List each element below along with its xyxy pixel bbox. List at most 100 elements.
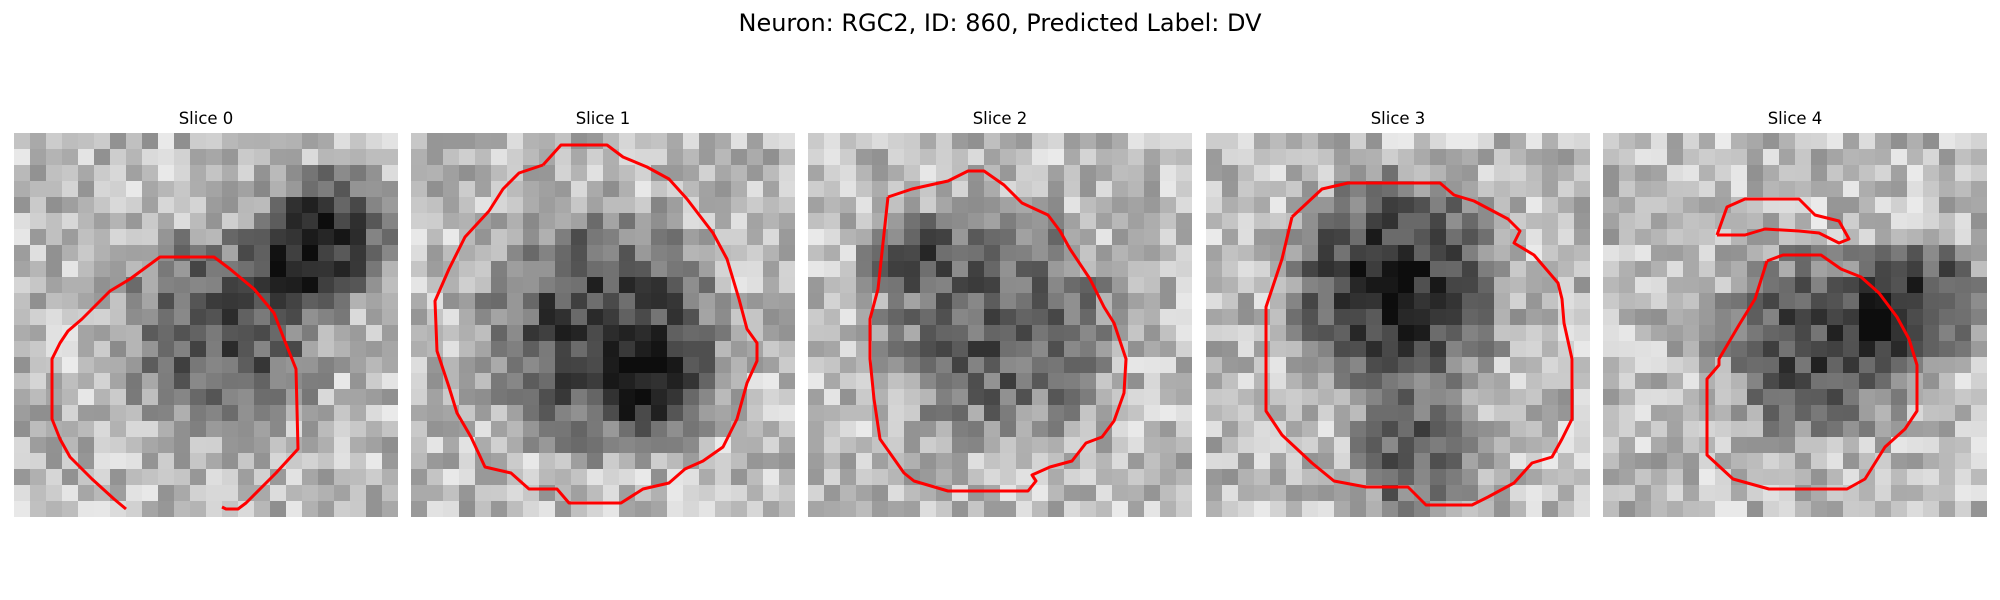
- pixel: [1651, 229, 1667, 245]
- pixel: [286, 277, 302, 293]
- pixel: [1763, 165, 1779, 181]
- pixel: [459, 341, 475, 357]
- pixel: [286, 437, 302, 453]
- pixel: [1048, 421, 1064, 437]
- pixel: [1891, 485, 1907, 501]
- pixel: [872, 133, 888, 149]
- pixel: [1939, 181, 1955, 197]
- pixel: [1016, 453, 1032, 469]
- pixel: [635, 373, 651, 389]
- pixel: [1939, 277, 1955, 293]
- pixel: [808, 293, 824, 309]
- pixel: [14, 437, 30, 453]
- pixel: [824, 229, 840, 245]
- pixel: [110, 357, 126, 373]
- pixel: [952, 133, 968, 149]
- pixel: [904, 357, 920, 373]
- pixel: [1827, 325, 1843, 341]
- pixel: [1398, 277, 1414, 293]
- pixel: [78, 261, 94, 277]
- pixel: [302, 245, 318, 261]
- pixel: [1430, 341, 1446, 357]
- pixel: [1238, 373, 1254, 389]
- pixel: [318, 469, 334, 485]
- pixel: [174, 197, 190, 213]
- pixel: [1080, 309, 1096, 325]
- pixel: [1542, 133, 1558, 149]
- pixel: [1016, 325, 1032, 341]
- pixel: [366, 469, 382, 485]
- pixel: [1096, 245, 1112, 261]
- pixel: [350, 357, 366, 373]
- pixel: [683, 389, 699, 405]
- pixel: [94, 165, 110, 181]
- pixel: [1414, 277, 1430, 293]
- pixel: [174, 485, 190, 501]
- pixel: [715, 341, 731, 357]
- pixel: [539, 165, 555, 181]
- pixel: [779, 261, 795, 277]
- slice-panel-1: Slice 1: [411, 108, 795, 517]
- pixel: [174, 421, 190, 437]
- pixel: [1510, 181, 1526, 197]
- pixel: [1731, 437, 1747, 453]
- pixel: [763, 453, 779, 469]
- pixel: [142, 245, 158, 261]
- pixel: [1811, 325, 1827, 341]
- pixel: [1619, 181, 1635, 197]
- pixel: [1128, 133, 1144, 149]
- pixel: [238, 181, 254, 197]
- pixel: [840, 501, 856, 517]
- pixel: [1827, 277, 1843, 293]
- pixel: [1667, 149, 1683, 165]
- pixel: [443, 181, 459, 197]
- pixel: [571, 261, 587, 277]
- pixel: [571, 421, 587, 437]
- pixel: [1795, 357, 1811, 373]
- pixel: [94, 133, 110, 149]
- pixel: [555, 293, 571, 309]
- pixel: [126, 309, 142, 325]
- pixel: [1542, 325, 1558, 341]
- pixel: [270, 245, 286, 261]
- pixel: [507, 197, 523, 213]
- pixel: [1619, 133, 1635, 149]
- pixel: [1683, 213, 1699, 229]
- pixel: [1651, 325, 1667, 341]
- pixel: [824, 261, 840, 277]
- pixel: [1667, 309, 1683, 325]
- pixel: [1891, 341, 1907, 357]
- pixel: [763, 501, 779, 517]
- pixel: [1016, 165, 1032, 181]
- pixel: [1446, 309, 1462, 325]
- pixel: [603, 213, 619, 229]
- pixel: [699, 133, 715, 149]
- pixel: [763, 277, 779, 293]
- pixel: [1542, 357, 1558, 373]
- pixel: [808, 341, 824, 357]
- pixel: [1971, 469, 1987, 485]
- pixel: [110, 293, 126, 309]
- pixel: [1923, 213, 1939, 229]
- pixel: [920, 405, 936, 421]
- pixel: [1699, 469, 1715, 485]
- pixel: [302, 325, 318, 341]
- pixel: [888, 501, 904, 517]
- pixel: [1526, 277, 1542, 293]
- pixel: [1795, 181, 1811, 197]
- pixel: [350, 261, 366, 277]
- pixel: [683, 261, 699, 277]
- pixel: [1080, 181, 1096, 197]
- pixel: [1462, 469, 1478, 485]
- pixel: [190, 229, 206, 245]
- pixel: [699, 485, 715, 501]
- pixel: [14, 469, 30, 485]
- pixel: [1715, 245, 1731, 261]
- pixel: [334, 229, 350, 245]
- pixel: [1635, 357, 1651, 373]
- pixel: [411, 405, 427, 421]
- pixel: [1827, 165, 1843, 181]
- pixel: [824, 453, 840, 469]
- pixel: [1206, 293, 1222, 309]
- pixel: [747, 133, 763, 149]
